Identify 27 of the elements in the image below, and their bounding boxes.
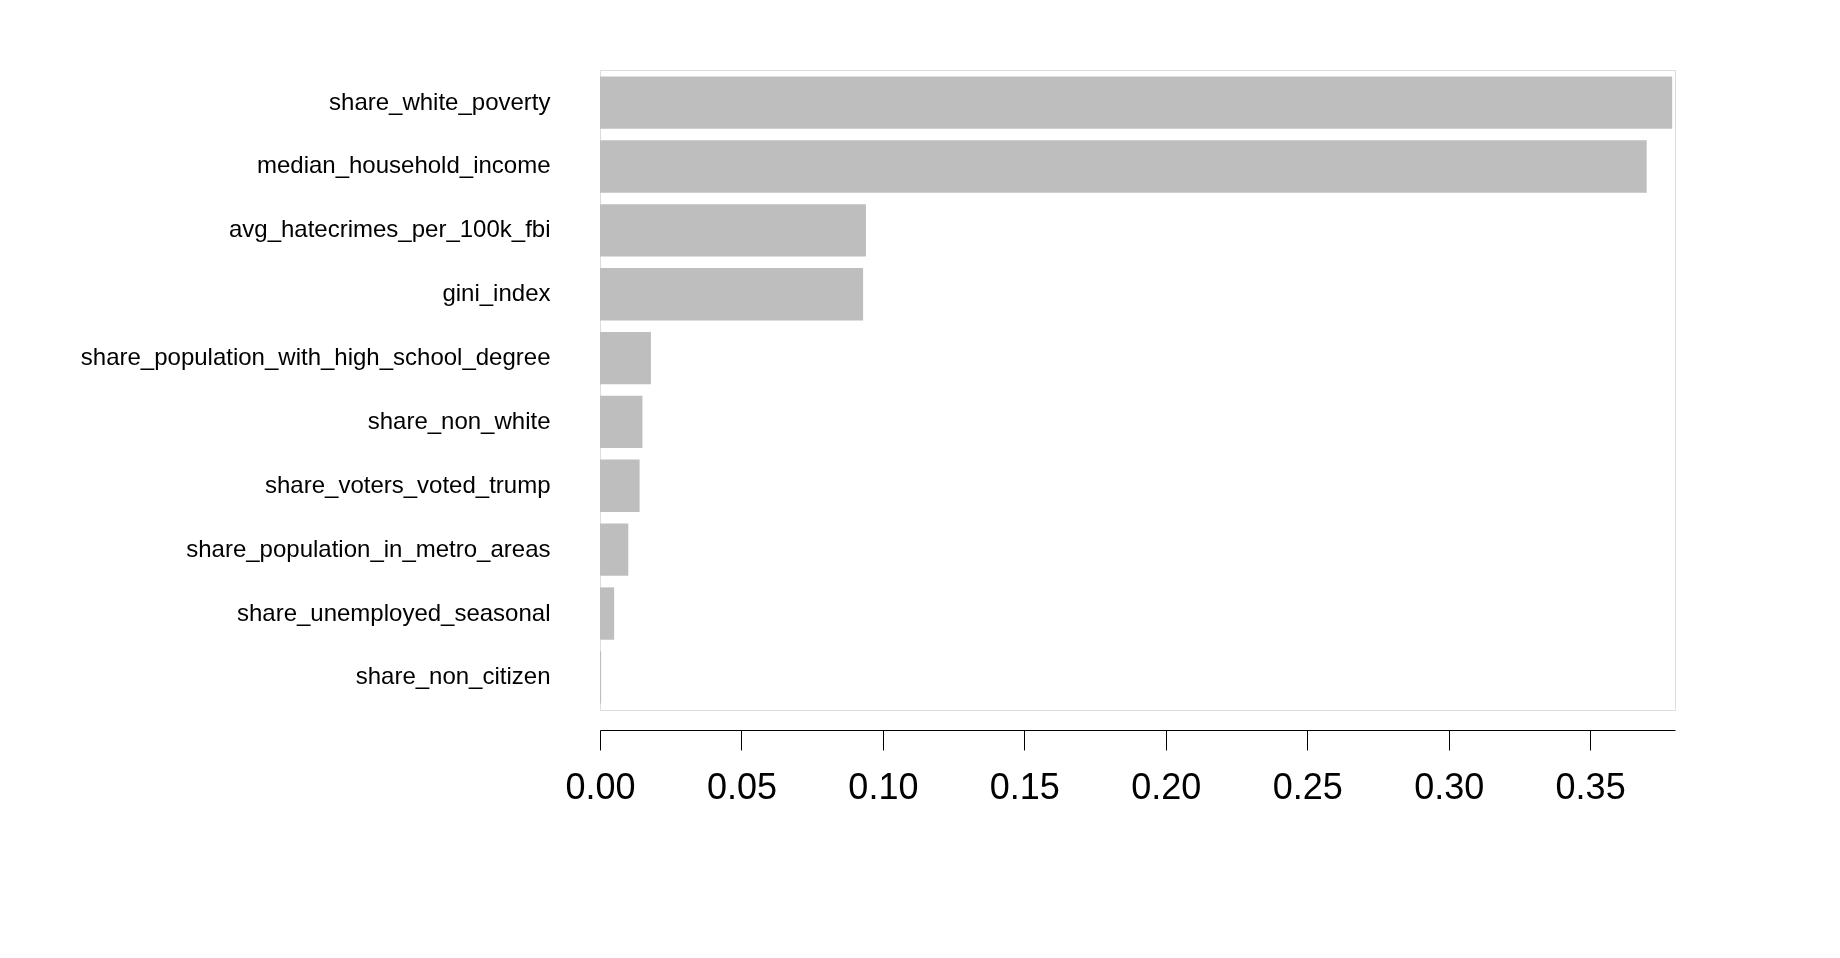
bar (600, 331, 651, 385)
bar (600, 204, 866, 257)
y-tick-label: share_unemployed_seasonal (236, 598, 551, 626)
x-tick-label: 0.25 (1272, 765, 1343, 807)
x-tick-label: 0.20 (1131, 765, 1202, 807)
bar (600, 268, 864, 321)
bar (600, 587, 615, 640)
bar (600, 459, 640, 512)
y-tick-label: median_household_income (256, 151, 551, 179)
y-tick-label: share_white_poverty (329, 87, 551, 115)
bar (600, 76, 1673, 129)
bar (600, 140, 1647, 193)
y-tick-label: share_voters_voted_trump (265, 470, 551, 498)
y-tick-label: avg_hatecrimes_per_100k_fbi (228, 215, 551, 243)
x-tick-label: 0.35 (1555, 765, 1626, 807)
x-tick-label: 0.30 (1414, 765, 1485, 807)
y-tick-label: share_population_with_high_school_degree (80, 343, 551, 371)
x-tick-label: 0.05 (706, 765, 777, 807)
x-tick-label: 0.15 (989, 765, 1060, 807)
y-tick-label: share_non_citizen (355, 662, 551, 690)
bar (600, 523, 629, 576)
y-tick-label: share_population_in_metro_areas (186, 534, 551, 562)
y-tick-label: share_non_white (367, 406, 551, 434)
bar (600, 395, 643, 449)
y-tick-label: gini_index (442, 279, 551, 307)
x-tick-label: 0.00 (565, 765, 636, 807)
x-tick-label: 0.10 (848, 765, 919, 807)
